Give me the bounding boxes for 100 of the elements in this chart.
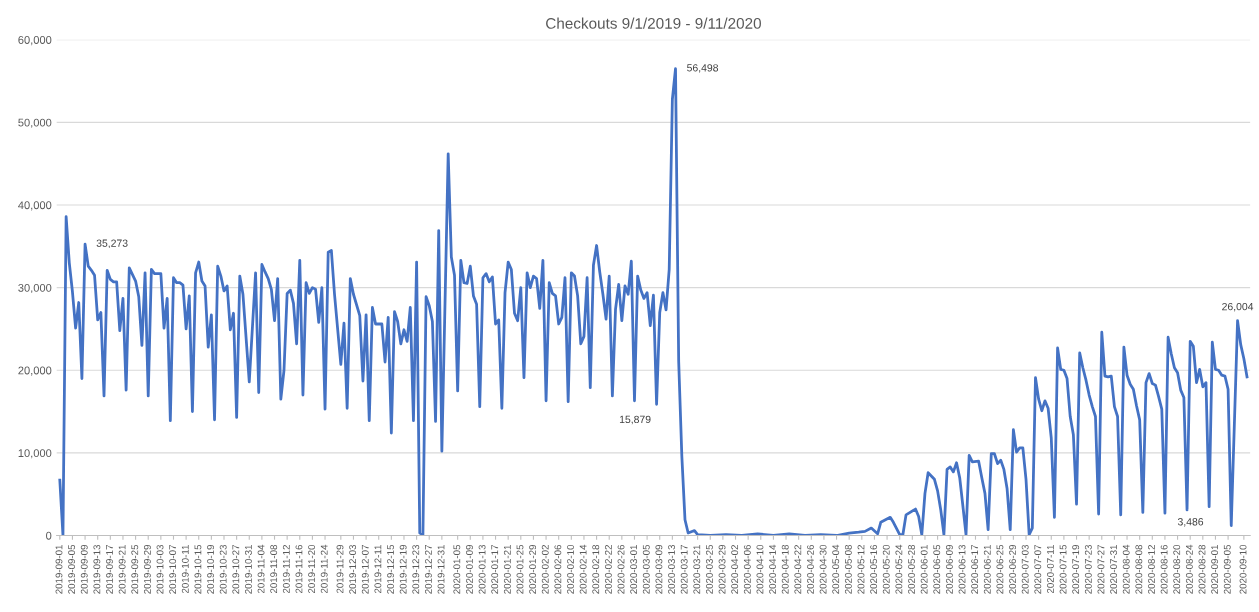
annotation: 15,879 xyxy=(619,415,651,425)
x-tick-label: 2020-07-27 xyxy=(1097,545,1105,594)
y-tick-label: 0 xyxy=(46,531,52,540)
x-tick-label: 2020-08-28 xyxy=(1198,544,1206,594)
annotation: 35,273 xyxy=(96,239,128,249)
x-tick-label: 2019-11-29 xyxy=(336,544,344,594)
x-tick-label: 2020-01-17 xyxy=(491,545,499,594)
x-tick-label: 2020-04-10 xyxy=(756,544,764,594)
x-tick-label: 2019-12-23 xyxy=(412,544,420,594)
x-tick-label: 2020-06-01 xyxy=(920,545,928,594)
x-tick-label: 2019-11-04 xyxy=(257,544,265,594)
x-tick-label: 2019-11-24 xyxy=(320,544,328,594)
x-tick-label: 2020-08-24 xyxy=(1185,544,1193,594)
x-tick-label: 2020-05-24 xyxy=(895,544,903,594)
x-tick-label: 2020-04-26 xyxy=(807,544,814,594)
x-tick-label: 2020-04-02 xyxy=(731,545,739,594)
x-tick-label: 2019-09-17 xyxy=(106,545,113,594)
x-tick-label: 2020-06-21 xyxy=(983,545,991,594)
x-tick-label: 2020-09-01 xyxy=(1211,545,1219,594)
x-tick-label: 2020-02-10 xyxy=(567,544,574,594)
x-tick-label: 2019-12-15 xyxy=(387,544,394,594)
x-tick-label: 2020-03-25 xyxy=(705,544,713,594)
x-tick-label: 2020-07-03 xyxy=(1021,544,1029,594)
x-tick-label: 2020-01-29 xyxy=(529,544,537,594)
x-tick-label: 2020-06-29 xyxy=(1009,544,1016,594)
x-tick-label: 2020-08-20 xyxy=(1173,544,1181,594)
x-tick-label: 2019-10-19 xyxy=(207,544,214,594)
x-tick-label: 2020-07-19 xyxy=(1072,544,1080,594)
x-tick-label: 2020-02-22 xyxy=(604,545,612,594)
x-tick-label: 2019-12-19 xyxy=(399,544,407,594)
x-tick-label: 2020-09-05 xyxy=(1223,544,1231,594)
y-tick-label: 10,000 xyxy=(18,449,52,459)
x-tick-label: 2019-10-31 xyxy=(244,545,252,594)
x-tick-label: 2020-08-12 xyxy=(1148,545,1155,594)
x-tick-label: 2020-05-28 xyxy=(908,544,915,594)
x-tick-label: 2020-03-21 xyxy=(693,545,701,594)
x-tick-label: 2020-01-09 xyxy=(466,544,473,594)
x-tick-label: 2020-01-05 xyxy=(453,544,461,594)
x-tick-label: 2020-07-23 xyxy=(1084,544,1092,594)
x-tick-label: 2020-02-06 xyxy=(554,544,562,594)
x-tick-label: 2020-04-06 xyxy=(743,544,751,594)
x-tick-label: 2019-11-12 xyxy=(282,545,290,594)
x-tick-label: 2020-01-21 xyxy=(503,545,511,594)
annotation: 26,004 xyxy=(1222,302,1254,312)
x-tick-label: 2020-02-14 xyxy=(579,544,587,594)
x-tick-label: 2020-03-01 xyxy=(630,545,638,594)
x-tick-label: 2019-09-05 xyxy=(68,544,76,594)
x-tick-label: 2020-06-17 xyxy=(971,545,979,594)
x-tick-label: 2020-06-09 xyxy=(945,544,953,594)
y-tick-label: 50,000 xyxy=(18,118,52,128)
y-tick-label: 20,000 xyxy=(18,366,52,376)
x-tick-label: 2020-07-11 xyxy=(1046,545,1054,594)
x-tick-label: 2020-05-12 xyxy=(857,545,865,594)
x-tick-label: 2020-09-10 xyxy=(1239,544,1247,594)
y-tick-label: 30,000 xyxy=(18,283,52,294)
x-tick-label: 2020-07-15 xyxy=(1059,544,1067,594)
x-tick-label: 2020-01-25 xyxy=(516,544,524,594)
x-tick-label: 2020-06-05 xyxy=(933,544,941,594)
x-tick-label: 2020-03-13 xyxy=(668,544,675,594)
x-tick-label: 2020-02-18 xyxy=(592,544,600,594)
x-tick-label: 2020-06-13 xyxy=(958,544,966,594)
x-tick-label: 2020-05-16 xyxy=(870,544,878,594)
annotation: 3,486 xyxy=(1177,518,1204,527)
x-tick-label: 2020-03-29 xyxy=(718,544,726,594)
annotation: 56,498 xyxy=(687,64,719,73)
x-tick-label: 2019-09-25 xyxy=(131,544,139,594)
x-tick-label: 2020-05-04 xyxy=(832,544,840,594)
x-tick-label: 2020-08-16 xyxy=(1160,544,1168,594)
x-tick-label: 2019-10-11 xyxy=(181,545,189,594)
x-tick-label: 2019-10-23 xyxy=(219,544,227,594)
y-tick-label: 40,000 xyxy=(18,201,52,211)
x-tick-label: 2020-06-25 xyxy=(996,544,1004,594)
x-tick-label: 2019-09-09 xyxy=(80,544,88,594)
x-tick-label: 2020-04-22 xyxy=(794,545,802,594)
x-tick-label: 2019-10-07 xyxy=(169,545,177,594)
x-tick-label: 2020-08-08 xyxy=(1135,544,1143,594)
x-tick-label: 2020-08-04 xyxy=(1122,544,1130,594)
x-tick-label: 2019-11-08 xyxy=(270,544,278,594)
x-tick-label: 2019-12-11 xyxy=(374,545,382,594)
x-tick-label: 2019-12-03 xyxy=(349,544,357,594)
x-tick-label: 2020-07-31 xyxy=(1110,545,1118,594)
x-tick-label: 2020-03-09 xyxy=(655,544,663,594)
x-tick-label: 2020-07-07 xyxy=(1034,545,1042,594)
x-tick-label: 2020-02-02 xyxy=(541,545,549,594)
x-tick-label: 2020-01-13 xyxy=(478,544,486,594)
x-tick-label: 2020-02-26 xyxy=(617,544,625,594)
x-tick-label: 2019-10-03 xyxy=(156,544,164,594)
x-tick-label: 2020-03-17 xyxy=(680,545,688,594)
x-tick-label: 2020-04-14 xyxy=(769,544,777,594)
x-tick-label: 2019-09-13 xyxy=(93,544,101,594)
x-tick-label: 2019-09-01 xyxy=(55,545,63,594)
x-tick-label: 2020-05-08 xyxy=(844,544,852,594)
y-tick-label: 60,000 xyxy=(18,36,52,46)
x-tick-label: 2019-11-20 xyxy=(308,544,316,594)
x-tick-label: 2019-12-27 xyxy=(424,545,432,594)
x-tick-label: 2019-11-16 xyxy=(295,544,303,594)
x-tick-label: 2019-09-29 xyxy=(143,544,151,594)
x-tick-label: 2020-04-18 xyxy=(781,544,789,594)
x-tick-label: 2020-03-05 xyxy=(642,544,650,594)
chart-title: Checkouts 9/1/2019 - 9/11/2020 xyxy=(546,17,761,29)
